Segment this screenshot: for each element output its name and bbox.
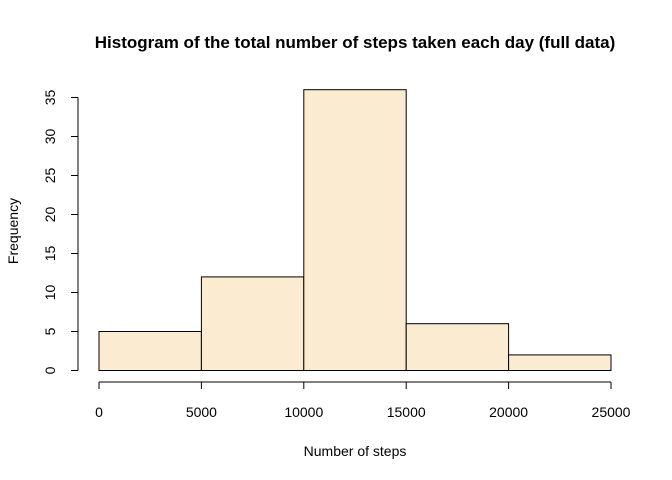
x-tick-label: 0	[95, 404, 103, 420]
histogram-bar-3	[405, 323, 510, 372]
y-tick-label: 5	[42, 327, 58, 335]
y-tick-label: 0	[42, 366, 58, 374]
y-axis: 0 5 10 15 20 25 30 35	[42, 90, 79, 374]
histogram-bar-1	[200, 276, 305, 371]
x-tick-label: 15000	[387, 404, 426, 420]
x-tick-label: 5000	[186, 404, 217, 420]
y-axis-label: Frequency	[5, 198, 21, 264]
histogram-bar-4	[508, 354, 612, 371]
y-tick-label: 10	[42, 285, 58, 301]
y-tick-label: 35	[42, 90, 58, 106]
chart-title: Histogram of the total number of steps t…	[95, 33, 615, 52]
y-tick-label: 30	[42, 129, 58, 145]
bars-layer	[98, 89, 612, 372]
x-tick-label: 25000	[592, 404, 631, 420]
y-tick-label: 20	[42, 207, 58, 223]
x-tick-label: 20000	[489, 404, 528, 420]
x-axis-label: Number of steps	[304, 443, 407, 459]
y-tick-label: 25	[42, 168, 58, 184]
histogram-bar-2	[303, 89, 407, 371]
histogram-bar-0	[98, 331, 202, 371]
y-tick-label: 15	[42, 246, 58, 262]
x-axis: 0 5000 10000 15000 20000 25000	[95, 381, 631, 420]
x-tick-label: 10000	[284, 404, 323, 420]
